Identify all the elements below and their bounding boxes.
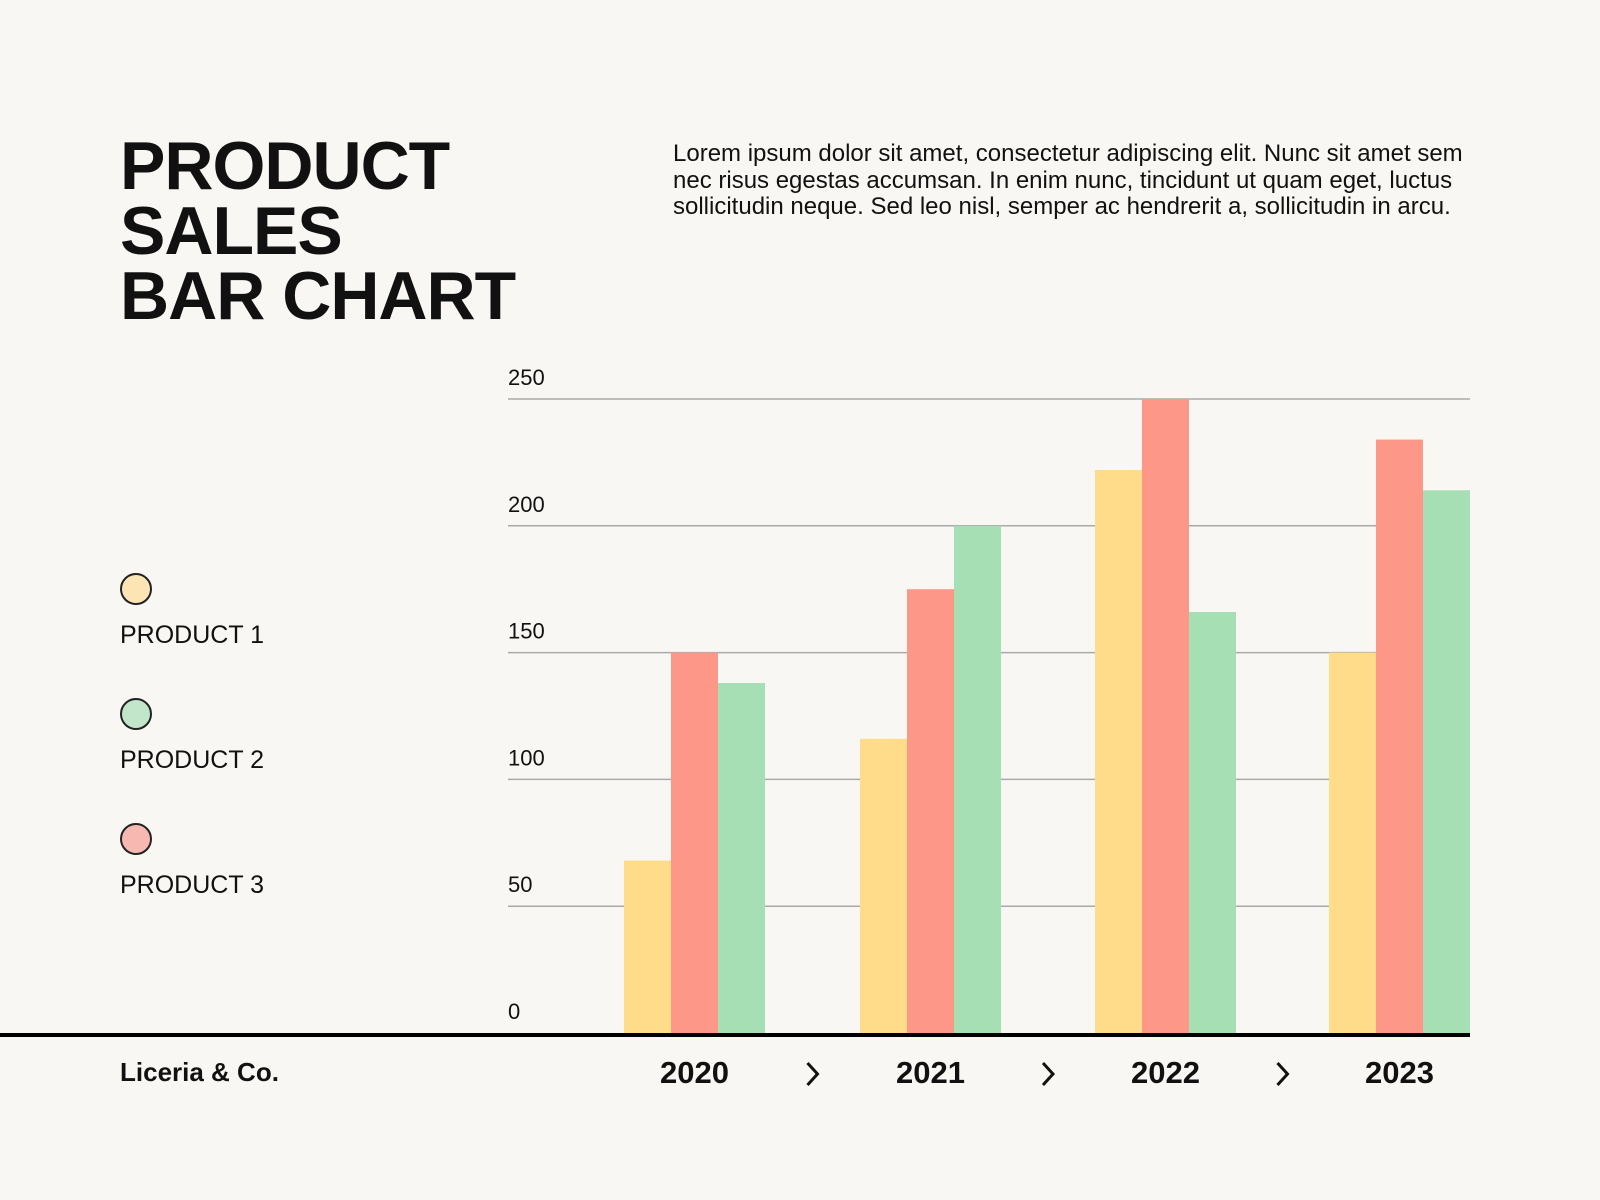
page-title: PRODUCT SALES BAR CHART bbox=[120, 128, 516, 334]
legend-dot bbox=[120, 823, 152, 855]
legend-dot bbox=[120, 698, 152, 730]
x-tick-label: 2020 bbox=[660, 1055, 729, 1090]
bar-product-1-2023 bbox=[1329, 652, 1376, 1033]
legend-item-product-1: PRODUCT 1 bbox=[120, 573, 264, 650]
chevron-right-icon bbox=[1041, 1061, 1056, 1087]
title-line: SALES bbox=[120, 193, 343, 269]
x-tick-label: 2021 bbox=[896, 1055, 965, 1090]
bar-product-1-2022 bbox=[1095, 470, 1142, 1033]
chevron-right-icon bbox=[806, 1061, 820, 1087]
y-tick-label: 100 bbox=[508, 745, 545, 770]
x-tick-label: 2023 bbox=[1365, 1055, 1434, 1090]
description: Lorem ipsum dolor sit amet, consectetur … bbox=[673, 140, 1463, 220]
y-tick-label: 200 bbox=[508, 492, 545, 517]
bar-product-1-2021 bbox=[860, 738, 907, 1033]
bar-product-3-2020 bbox=[671, 652, 718, 1033]
y-tick-label: 250 bbox=[508, 365, 545, 390]
title-line: PRODUCT bbox=[120, 128, 450, 204]
bar-product-3-2022 bbox=[1142, 399, 1189, 1033]
chevron-right-icon bbox=[1276, 1061, 1290, 1087]
y-tick-label: 0 bbox=[508, 999, 520, 1024]
bar-product-3-2021 bbox=[907, 589, 954, 1033]
y-tick-label: 150 bbox=[508, 619, 545, 644]
bar-product-3-2023 bbox=[1376, 439, 1423, 1033]
x-tick-label: 2022 bbox=[1131, 1055, 1200, 1090]
brand-name: Liceria & Co. bbox=[120, 1057, 279, 1087]
bar-product-2-2023 bbox=[1423, 490, 1470, 1033]
bar-product-2-2022 bbox=[1189, 612, 1236, 1033]
legend-label: PRODUCT 2 bbox=[120, 746, 265, 774]
bar-product-2-2020 bbox=[718, 683, 765, 1033]
title-line: BAR CHART bbox=[120, 258, 516, 334]
bar-product-1-2020 bbox=[624, 860, 671, 1033]
legend-label: PRODUCT 1 bbox=[120, 621, 265, 649]
legend-label: PRODUCT 3 bbox=[120, 871, 265, 899]
y-tick-label: 50 bbox=[508, 872, 532, 897]
legend-item-product-3: PRODUCT 3 bbox=[120, 823, 264, 900]
legend-dot bbox=[120, 573, 152, 605]
bar-product-2-2021 bbox=[954, 525, 1001, 1033]
legend-item-product-2: PRODUCT 2 bbox=[120, 698, 264, 775]
